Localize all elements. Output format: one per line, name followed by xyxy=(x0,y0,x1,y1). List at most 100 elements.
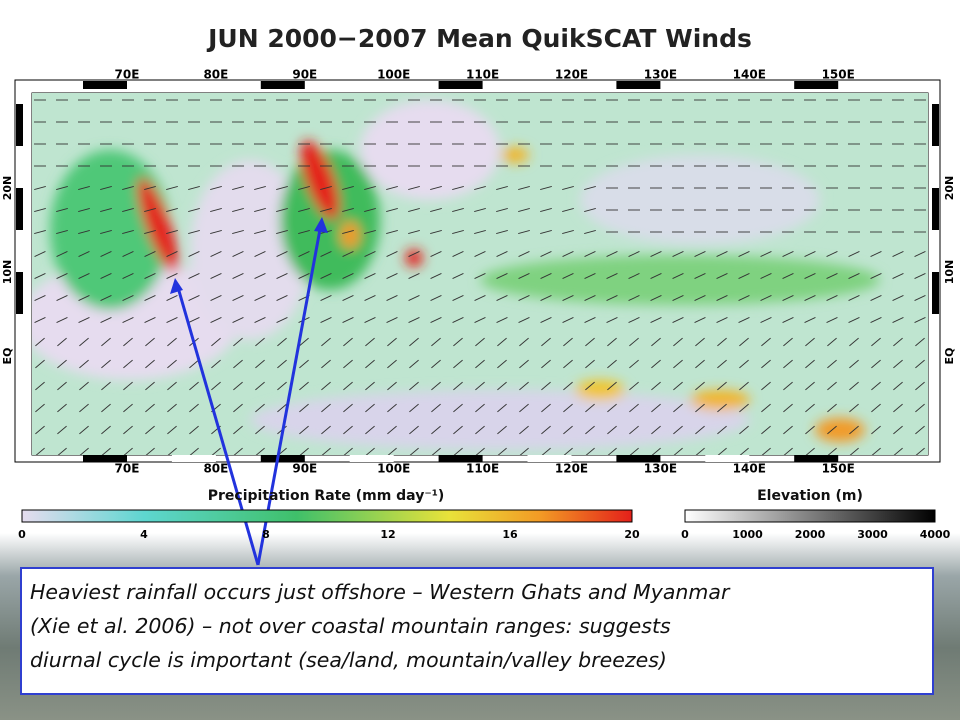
wind-vector xyxy=(298,230,310,234)
wind-vector xyxy=(892,273,904,279)
wind-vector xyxy=(167,381,177,391)
wind-vector xyxy=(497,425,507,435)
wind-vector xyxy=(607,403,617,413)
wind-vector xyxy=(827,403,837,413)
wind-vector xyxy=(452,295,464,301)
pointer-arrow xyxy=(256,223,323,566)
wind-vector xyxy=(628,251,640,257)
wind-vector xyxy=(541,403,551,413)
wind-vector xyxy=(254,317,266,323)
wind-vector xyxy=(562,295,574,301)
wind-vector xyxy=(233,381,243,391)
wind-vector xyxy=(540,208,552,212)
wind-vector xyxy=(299,425,309,435)
wind-vector xyxy=(563,403,573,413)
lon-bar xyxy=(616,455,661,462)
wind-vector xyxy=(166,230,178,234)
wind-vector xyxy=(628,295,640,301)
wind-vector xyxy=(320,295,332,301)
wind-vector xyxy=(35,403,45,413)
wind-vector xyxy=(321,447,331,455)
title: JUN 2000−2007 Mean QuikSCAT Winds xyxy=(206,24,752,53)
wind-vector xyxy=(210,317,222,323)
wind-vector xyxy=(739,381,749,391)
wind-vector xyxy=(276,273,288,279)
wind-vector xyxy=(871,381,881,391)
wind-vector xyxy=(562,251,574,257)
wind-vector xyxy=(584,317,596,323)
wind-vector xyxy=(519,359,529,369)
wind-vector xyxy=(123,403,133,413)
wind-vector xyxy=(233,425,243,435)
wind-vector xyxy=(452,273,464,279)
wind-vector xyxy=(849,359,859,369)
wind-vector xyxy=(78,317,90,323)
wind-vector xyxy=(782,295,794,301)
wind-vector xyxy=(474,230,486,234)
wind-vector xyxy=(320,208,332,212)
wind-vector xyxy=(716,295,728,301)
wind-vector xyxy=(276,251,288,257)
wind-vector xyxy=(409,337,419,347)
wind-vector xyxy=(783,403,793,413)
wind-vector xyxy=(629,447,639,455)
wind-vector xyxy=(562,317,574,323)
wind-vector xyxy=(364,295,376,301)
wind-vector xyxy=(870,251,882,257)
elevation-tick-label: 3000 xyxy=(857,528,888,541)
wind-vector xyxy=(783,337,793,347)
wind-vector xyxy=(761,447,771,455)
wind-vector xyxy=(144,317,156,323)
wind-vector xyxy=(629,359,639,369)
wind-vector xyxy=(518,251,530,257)
wind-vector xyxy=(716,273,728,279)
wind-vector xyxy=(166,186,178,190)
wind-vector xyxy=(57,425,67,435)
wind-vector xyxy=(716,317,728,323)
wind-vector xyxy=(387,447,397,455)
wind-vector xyxy=(893,359,903,369)
wind-vector xyxy=(540,273,552,279)
wind-vector xyxy=(409,381,419,391)
precip-tick-label: 8 xyxy=(262,528,270,541)
wind-vector xyxy=(144,295,156,301)
wind-vector xyxy=(100,186,112,190)
wind-vector xyxy=(563,337,573,347)
wind-vector xyxy=(211,337,221,347)
wind-vector xyxy=(79,425,89,435)
wind-vector xyxy=(365,447,375,455)
lon-bar xyxy=(349,455,394,462)
wind-vector xyxy=(431,447,441,455)
wind-vector xyxy=(79,337,89,347)
wind-vector xyxy=(78,186,90,190)
wind-vector xyxy=(342,186,354,190)
precip-tick-label: 20 xyxy=(624,528,640,541)
wind-vector xyxy=(651,337,661,347)
wind-vector xyxy=(914,295,926,301)
precip-tick-label: 16 xyxy=(502,528,518,541)
wind-vector xyxy=(123,447,133,455)
wind-vector xyxy=(167,425,177,435)
wind-vector xyxy=(761,425,771,435)
wind-vector xyxy=(78,230,90,234)
wind-vector xyxy=(695,337,705,347)
wind-vector xyxy=(100,208,112,212)
wind-vector xyxy=(34,317,46,323)
wind-vector xyxy=(871,359,881,369)
wind-vector xyxy=(496,317,508,323)
precip-colorbar-label: Precipitation Rate (mm day⁻¹) xyxy=(208,488,445,504)
wind-vector xyxy=(804,317,816,323)
wind-vector xyxy=(144,230,156,234)
wind-vector xyxy=(343,337,353,347)
wind-vector xyxy=(584,251,596,257)
wind-vector xyxy=(629,403,639,413)
caption-line: (Xie et al. 2006) – not over coastal mou… xyxy=(30,614,671,638)
wind-vector xyxy=(607,381,617,391)
wind-vector xyxy=(100,230,112,234)
wind-vector xyxy=(122,208,134,212)
lon-bar xyxy=(171,455,216,462)
wind-vector xyxy=(57,447,67,455)
wind-vector xyxy=(56,230,68,234)
wind-vector xyxy=(541,425,551,435)
lon-bar xyxy=(349,81,394,89)
